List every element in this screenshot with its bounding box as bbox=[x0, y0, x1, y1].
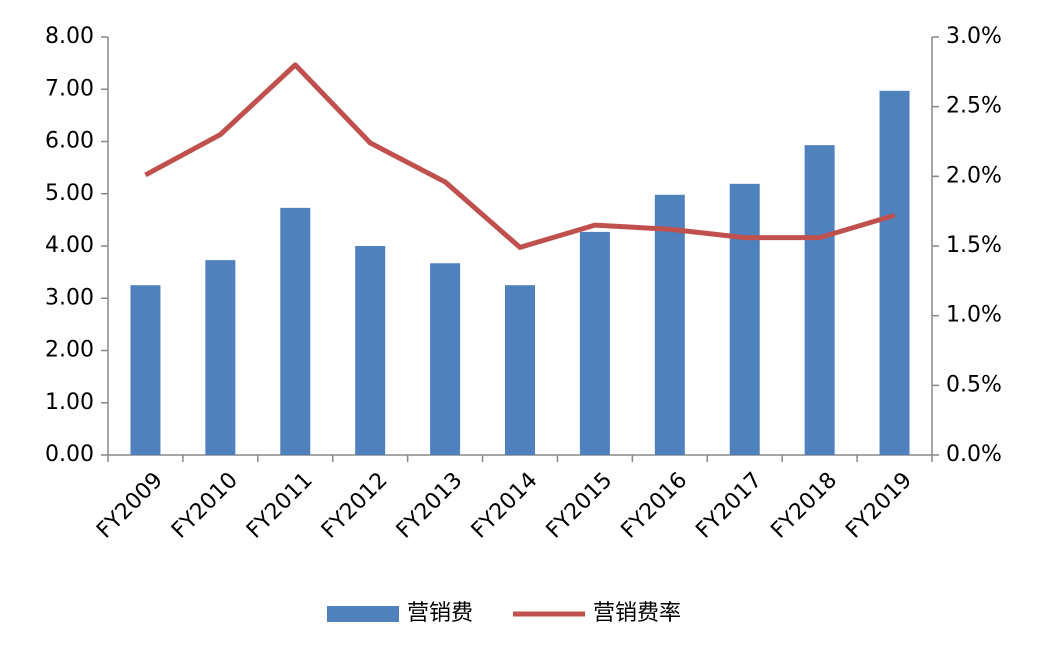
bar bbox=[430, 263, 461, 455]
x-tick-label: FY2014 bbox=[467, 468, 543, 544]
x-tick-label: FY2016 bbox=[617, 468, 693, 544]
legend-label: 营销费率 bbox=[593, 601, 681, 626]
legend-swatch bbox=[327, 606, 399, 622]
x-tick-label: FY2019 bbox=[841, 468, 917, 544]
x-tick-label: FY2010 bbox=[167, 468, 243, 544]
y-tick-label: 7.00 bbox=[45, 76, 94, 101]
bar bbox=[729, 183, 760, 455]
y-tick-label: 6.00 bbox=[45, 129, 94, 154]
x-tick-label: FY2017 bbox=[691, 468, 767, 544]
y-tick-label: 1.00 bbox=[45, 390, 94, 415]
legend-label: 营销费 bbox=[407, 601, 473, 626]
bar bbox=[879, 90, 910, 455]
y2-tick-label: 1.5% bbox=[946, 233, 1002, 258]
bar bbox=[579, 231, 610, 455]
y-tick-label: 8.00 bbox=[45, 24, 94, 49]
y2-tick-label: 3.0% bbox=[946, 24, 1002, 49]
y-tick-label: 0.00 bbox=[45, 442, 94, 467]
bar bbox=[505, 285, 535, 455]
bar bbox=[205, 260, 236, 455]
x-tick-label: FY2013 bbox=[392, 468, 468, 544]
y-tick-label: 2.00 bbox=[45, 338, 94, 363]
x-tick-label: FY2011 bbox=[242, 468, 318, 544]
bar bbox=[804, 145, 835, 455]
y2-tick-label: 0.0% bbox=[946, 442, 1002, 467]
bar bbox=[654, 194, 685, 456]
x-tick-label: FY2018 bbox=[766, 468, 842, 544]
y2-tick-label: 1.0% bbox=[946, 303, 1002, 328]
y2-tick-label: 2.0% bbox=[946, 163, 1002, 188]
x-tick-label: FY2012 bbox=[317, 468, 393, 544]
bar bbox=[280, 207, 311, 455]
y-tick-label: 5.00 bbox=[45, 181, 94, 206]
bar bbox=[130, 285, 161, 455]
y-tick-label: 3.00 bbox=[45, 285, 94, 310]
y2-tick-label: 2.5% bbox=[946, 94, 1002, 119]
x-tick-label: FY2009 bbox=[92, 468, 168, 544]
line bbox=[144, 62, 896, 250]
y-tick-label: 4.00 bbox=[45, 233, 94, 258]
bar bbox=[355, 246, 386, 455]
y2-tick-label: 0.5% bbox=[946, 372, 1002, 397]
x-tick-label: FY2015 bbox=[542, 468, 618, 544]
